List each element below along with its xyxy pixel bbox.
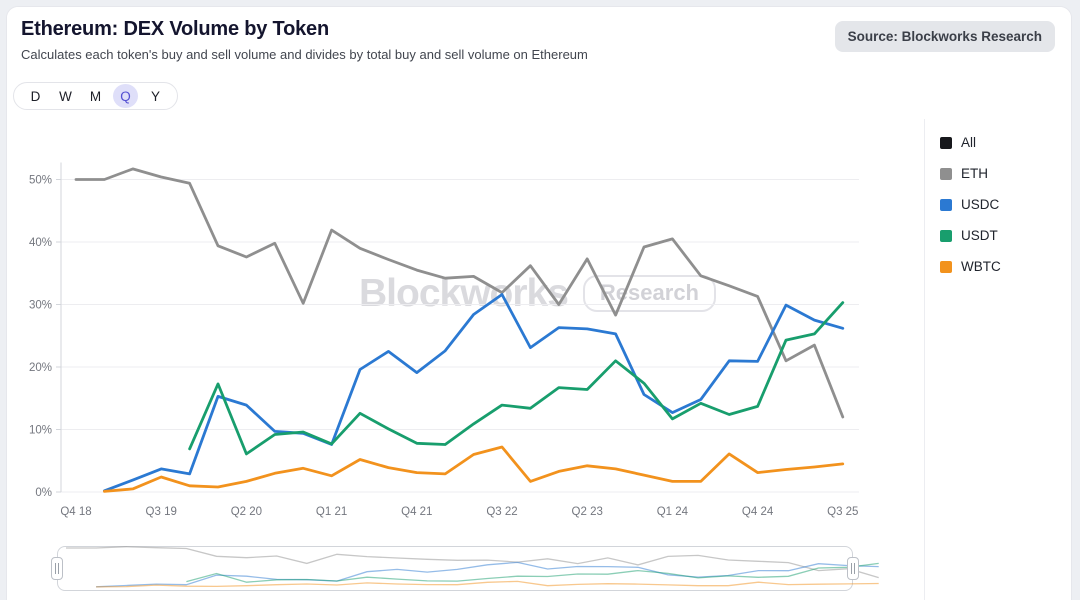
header: Ethereum: DEX Volume by Token Calculates… — [7, 7, 1071, 74]
source-badge: Source: Blockworks Research — [834, 21, 1055, 52]
legend-panel: All ETH USDC USDT WBTC — [924, 119, 1071, 600]
svg-text:Q1 21: Q1 21 — [316, 506, 347, 518]
svg-text:Q2 23: Q2 23 — [572, 506, 603, 518]
navigator-line-wbtc — [96, 580, 879, 588]
svg-text:Q2 20: Q2 20 — [231, 506, 262, 518]
legend-swatch-all — [940, 136, 952, 149]
range-button-w[interactable]: W — [53, 84, 78, 108]
svg-text:Q3 25: Q3 25 — [827, 506, 858, 518]
svg-text:40%: 40% — [29, 237, 52, 249]
series-line-eth — [74, 167, 845, 419]
legend-item-wbtc[interactable]: WBTC — [925, 251, 1071, 282]
range-button-y[interactable]: Y — [143, 84, 168, 108]
svg-text:Q4 18: Q4 18 — [60, 506, 91, 518]
legend-label: USDC — [961, 197, 1000, 212]
legend-swatch-wbtc — [940, 260, 952, 273]
series-line-wbtc — [103, 445, 845, 493]
legend-swatch-usdt — [940, 229, 952, 242]
navigator-right-handle[interactable] — [847, 557, 859, 580]
svg-text:Q3 22: Q3 22 — [486, 506, 517, 518]
legend-item-usdc[interactable]: USDC — [925, 189, 1071, 220]
chart-region: Blockworks Research 0% 10% 20% 30% 40% 50% Q4 … — [7, 119, 926, 600]
legend-list: All ETH USDC USDT WBTC — [925, 127, 1071, 282]
legend-label: ETH — [961, 166, 988, 181]
navigator-line-usdt — [186, 562, 879, 583]
range-button-q[interactable]: Q — [113, 84, 138, 108]
series-line-usdt — [188, 301, 845, 456]
navigator-left-handle[interactable] — [51, 557, 63, 580]
range-button-m[interactable]: M — [83, 84, 108, 108]
page-subtitle: Calculates each token's buy and sell vol… — [21, 47, 588, 62]
svg-text:10%: 10% — [29, 425, 52, 437]
legend-swatch-usdc — [940, 198, 952, 211]
legend-item-all[interactable]: All — [925, 127, 1071, 158]
page-title: Ethereum: DEX Volume by Token — [21, 18, 329, 40]
legend-label: WBTC — [961, 259, 1001, 274]
svg-text:0%: 0% — [35, 487, 52, 499]
navigator-line-eth — [66, 546, 879, 579]
legend-label: USDT — [961, 228, 998, 243]
svg-text:30%: 30% — [29, 300, 52, 312]
series-line-usdc — [103, 293, 845, 493]
svg-text:50%: 50% — [29, 175, 52, 187]
range-button-d[interactable]: D — [23, 84, 48, 108]
legend-item-eth[interactable]: ETH — [925, 158, 1071, 189]
svg-text:Q4 21: Q4 21 — [401, 506, 432, 518]
svg-text:Q3 19: Q3 19 — [146, 506, 177, 518]
legend-swatch-eth — [940, 167, 952, 180]
dex-volume-chart-svg: 0% 10% 20% 30% 40% 50% Q4 18 Q3 19 Q2 20 Q1 21 Q4 … — [29, 162, 879, 588]
legend-item-usdt[interactable]: USDT — [925, 220, 1071, 251]
svg-text:Q1 24: Q1 24 — [657, 506, 689, 518]
legend-label: All — [961, 135, 977, 150]
svg-text:20%: 20% — [29, 362, 52, 374]
svg-text:Q4 24: Q4 24 — [742, 506, 774, 518]
chart-card: Ethereum: DEX Volume by Token Calculates… — [6, 6, 1072, 600]
navigator-line-usdc — [96, 561, 879, 588]
